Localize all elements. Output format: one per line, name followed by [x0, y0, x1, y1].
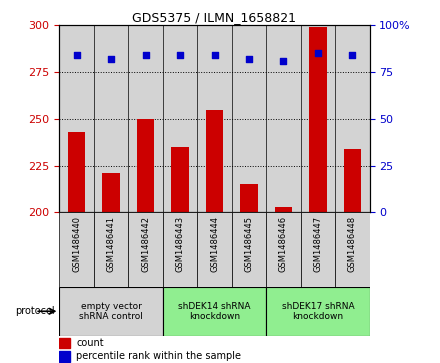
Point — [176, 52, 183, 58]
Point — [211, 52, 218, 58]
Point — [73, 52, 80, 58]
Bar — [59, 287, 163, 336]
Text: GSM1486447: GSM1486447 — [313, 216, 323, 272]
Bar — [197, 25, 232, 212]
Bar — [94, 25, 128, 212]
Bar — [59, 25, 94, 212]
Text: GSM1486442: GSM1486442 — [141, 216, 150, 272]
Point — [246, 56, 253, 62]
Point — [314, 50, 321, 56]
Point — [280, 58, 287, 64]
Bar — [309, 27, 326, 212]
Bar — [206, 110, 223, 212]
Bar — [163, 212, 197, 287]
Point — [349, 52, 356, 58]
Bar — [68, 132, 85, 212]
Text: GSM1486440: GSM1486440 — [72, 216, 81, 272]
Point — [107, 56, 114, 62]
Text: count: count — [77, 338, 104, 348]
Bar — [240, 184, 257, 212]
Text: GSM1486443: GSM1486443 — [176, 216, 184, 272]
Text: percentile rank within the sample: percentile rank within the sample — [77, 351, 242, 362]
Bar — [172, 147, 189, 212]
Bar — [301, 212, 335, 287]
Bar — [59, 351, 70, 362]
Text: shDEK14 shRNA
knockdown: shDEK14 shRNA knockdown — [178, 302, 251, 321]
Bar — [59, 212, 94, 287]
Bar — [59, 338, 70, 348]
Bar — [301, 25, 335, 212]
Bar — [103, 173, 120, 212]
Bar — [266, 212, 301, 287]
Text: GSM1486448: GSM1486448 — [348, 216, 357, 272]
Bar — [232, 25, 266, 212]
Bar — [344, 149, 361, 212]
Bar — [163, 25, 197, 212]
Text: empty vector
shRNA control: empty vector shRNA control — [79, 302, 143, 321]
Bar — [232, 212, 266, 287]
Text: protocol: protocol — [15, 306, 55, 316]
Bar — [128, 25, 163, 212]
Bar — [266, 287, 370, 336]
Bar — [163, 287, 266, 336]
Bar — [335, 212, 370, 287]
Point — [142, 52, 149, 58]
Text: GSM1486441: GSM1486441 — [106, 216, 116, 272]
Title: GDS5375 / ILMN_1658821: GDS5375 / ILMN_1658821 — [132, 11, 297, 24]
Text: GSM1486446: GSM1486446 — [279, 216, 288, 272]
Bar — [128, 212, 163, 287]
Bar — [137, 119, 154, 212]
Text: GSM1486445: GSM1486445 — [245, 216, 253, 272]
Bar — [275, 207, 292, 212]
Bar — [197, 212, 232, 287]
Text: shDEK17 shRNA
knockdown: shDEK17 shRNA knockdown — [282, 302, 354, 321]
Bar — [335, 25, 370, 212]
Bar — [266, 25, 301, 212]
Bar — [94, 212, 128, 287]
Text: GSM1486444: GSM1486444 — [210, 216, 219, 272]
